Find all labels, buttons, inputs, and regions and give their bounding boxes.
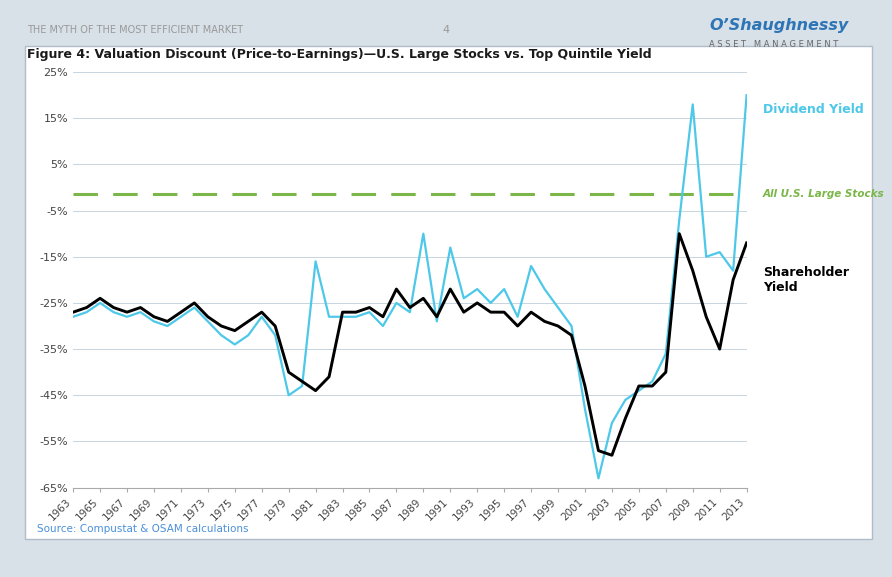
Text: THE MYTH OF THE MOST EFFICIENT MARKET: THE MYTH OF THE MOST EFFICIENT MARKET [27, 25, 243, 35]
Text: Figure 4: Valuation Discount (Price-to-Earnings)—U.S. Large Stocks vs. Top Quint: Figure 4: Valuation Discount (Price-to-E… [28, 48, 652, 61]
Text: 4: 4 [442, 25, 450, 35]
Text: O’Shaughnessy: O’Shaughnessy [709, 18, 848, 33]
Text: All U.S. Large Stocks: All U.S. Large Stocks [763, 189, 884, 200]
Text: Shareholder
Yield: Shareholder Yield [763, 266, 849, 294]
Text: A S S E T   M A N A G E M E N T: A S S E T M A N A G E M E N T [709, 40, 838, 50]
Text: Dividend Yield: Dividend Yield [763, 103, 863, 115]
FancyBboxPatch shape [25, 46, 872, 539]
Text: Source: Compustat & OSAM calculations: Source: Compustat & OSAM calculations [37, 524, 249, 534]
